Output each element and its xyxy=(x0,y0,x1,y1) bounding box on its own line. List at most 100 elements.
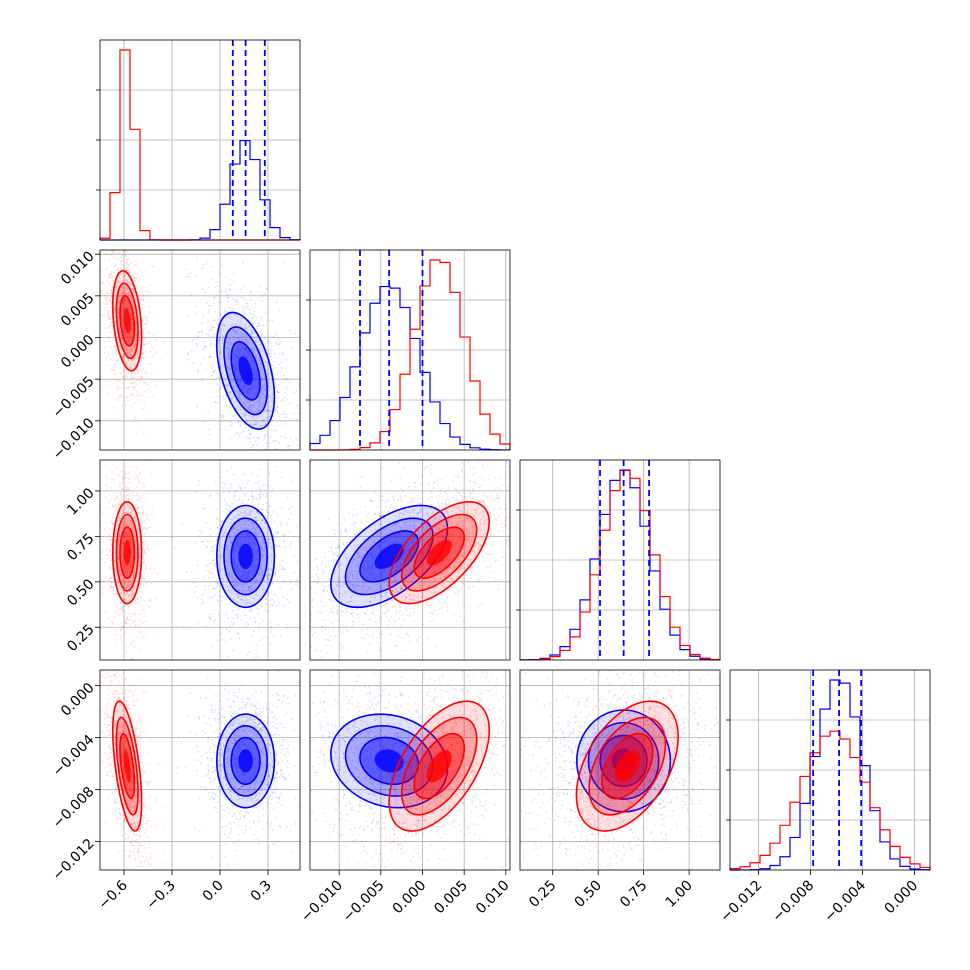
sample-point xyxy=(119,517,121,520)
sample-point xyxy=(229,542,232,545)
sample-point xyxy=(262,620,265,622)
sample-point xyxy=(400,495,402,498)
sample-point xyxy=(327,578,330,581)
sample-point xyxy=(123,598,126,601)
sample-point xyxy=(126,493,129,496)
sample-point xyxy=(209,527,212,530)
sample-point xyxy=(131,330,134,332)
sample-point xyxy=(420,509,423,512)
sample-point xyxy=(238,338,240,340)
sample-point xyxy=(350,570,353,572)
sample-point xyxy=(122,300,124,303)
sample-point xyxy=(239,381,242,384)
sample-point xyxy=(123,523,126,526)
sample-point xyxy=(390,598,393,601)
sample-point xyxy=(251,473,254,475)
sample-point xyxy=(150,455,152,457)
sample-point xyxy=(100,579,103,582)
sample-point xyxy=(136,356,139,359)
sample-point xyxy=(466,503,468,506)
sample-point xyxy=(344,591,347,594)
sample-point xyxy=(381,573,384,576)
sample-point xyxy=(259,639,261,642)
sample-point xyxy=(230,398,233,401)
sample-point xyxy=(220,633,222,636)
sample-point xyxy=(141,509,144,512)
sample-point xyxy=(251,501,254,504)
sample-point xyxy=(259,363,262,365)
sample-point xyxy=(241,347,244,350)
sample-point xyxy=(109,498,112,501)
sample-point xyxy=(268,348,270,351)
sample-point xyxy=(448,538,450,540)
hist-grid-2 xyxy=(516,460,720,660)
sample-point xyxy=(475,511,477,513)
sample-point xyxy=(130,520,132,522)
sample-point xyxy=(476,507,479,510)
sample-point xyxy=(406,632,409,635)
sample-point xyxy=(227,341,229,344)
sample-point xyxy=(398,512,401,515)
sample-point xyxy=(214,310,217,313)
sample-point xyxy=(133,516,136,519)
sample-point xyxy=(115,355,118,357)
sample-point xyxy=(218,554,221,557)
sample-point xyxy=(124,292,127,294)
sample-point xyxy=(101,552,103,554)
sample-point xyxy=(216,517,218,520)
sample-point xyxy=(334,587,336,590)
sample-point xyxy=(115,524,118,526)
sample-point xyxy=(271,368,274,371)
sample-point xyxy=(369,601,372,603)
sample-point xyxy=(127,565,130,568)
sample-point xyxy=(120,338,123,341)
sample-point xyxy=(469,492,472,495)
sample-point xyxy=(226,547,229,550)
sample-point xyxy=(132,550,134,552)
sample-point xyxy=(260,571,263,573)
sample-point xyxy=(132,574,134,577)
sample-point xyxy=(121,367,123,370)
sample-point xyxy=(209,596,211,599)
sample-point xyxy=(295,438,298,440)
sample-point xyxy=(330,546,332,549)
sample-point xyxy=(261,574,264,576)
sample-point xyxy=(522,520,524,522)
sample-point xyxy=(373,549,375,552)
sample-point xyxy=(138,565,140,568)
sample-point xyxy=(232,516,235,518)
sample-point xyxy=(383,582,385,584)
sample-point xyxy=(220,520,223,523)
sample-point xyxy=(229,342,232,344)
sample-point xyxy=(467,538,470,541)
sample-point xyxy=(150,582,153,585)
sample-point xyxy=(204,367,207,370)
sample-point xyxy=(229,338,232,341)
sample-point xyxy=(263,545,266,548)
sample-point xyxy=(416,639,418,642)
sample-point xyxy=(129,411,132,414)
sample-point xyxy=(211,371,214,373)
sample-point xyxy=(321,630,324,633)
sample-point xyxy=(391,592,394,595)
sample-point xyxy=(376,609,379,611)
sample-point xyxy=(244,526,246,529)
sample-point xyxy=(248,585,251,588)
sample-point xyxy=(274,571,277,574)
sample-point xyxy=(220,521,223,523)
sample-point xyxy=(385,565,388,568)
sample-point xyxy=(138,556,141,558)
sample-point xyxy=(105,522,108,525)
sample-point xyxy=(336,547,339,549)
sample-point xyxy=(137,478,140,481)
sample-point xyxy=(129,596,132,598)
sample-point xyxy=(118,300,121,303)
sample-point xyxy=(140,518,143,521)
sample-point xyxy=(282,535,285,538)
sample-point xyxy=(481,536,484,539)
sample-point xyxy=(531,475,533,477)
sample-point xyxy=(229,283,232,286)
sample-point xyxy=(125,523,128,526)
sample-point xyxy=(122,609,124,612)
